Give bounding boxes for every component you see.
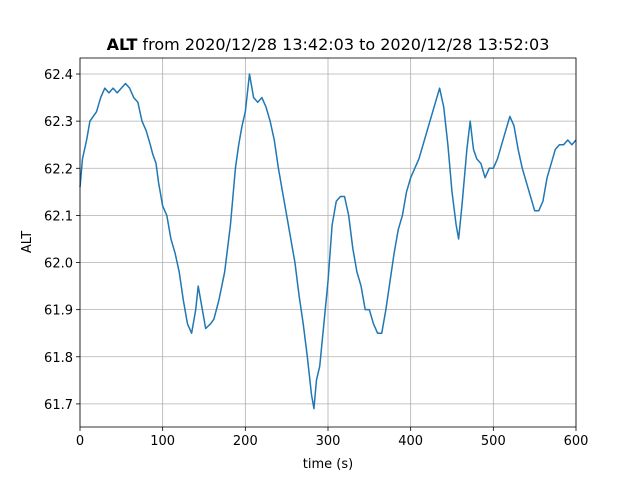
- y-tick-label: 62.4: [44, 68, 73, 83]
- x-tick-label: 400: [398, 434, 423, 449]
- y-tick-label: 62.0: [44, 257, 73, 272]
- chart-title: ALT from 2020/12/28 13:42:03 to 2020/12/…: [107, 35, 550, 54]
- x-tick-label: 100: [150, 434, 175, 449]
- y-tick-label: 61.9: [44, 304, 73, 319]
- title-text: from 2020/12/28 13:42:03 to 2020/12/28 1…: [143, 35, 550, 54]
- y-tick-label: 61.7: [44, 398, 73, 413]
- x-tick-label: 500: [481, 434, 506, 449]
- y-tick-label: 61.8: [44, 351, 73, 366]
- x-axis-label: time (s): [303, 457, 353, 472]
- y-tick-label: 62.3: [44, 115, 73, 130]
- data-line: [79, 73, 577, 410]
- y-tick-label: 62.1: [44, 209, 73, 224]
- y-axis-label: ALT: [20, 231, 35, 253]
- title-bold: ALT: [107, 35, 138, 54]
- plot-frame: [79, 57, 577, 428]
- x-tick-label: 300: [316, 434, 341, 449]
- x-tick-label: 200: [233, 434, 258, 449]
- x-tick-label: 0: [76, 434, 84, 449]
- y-tick-label: 62.2: [44, 162, 73, 177]
- x-tick-label: 600: [564, 434, 589, 449]
